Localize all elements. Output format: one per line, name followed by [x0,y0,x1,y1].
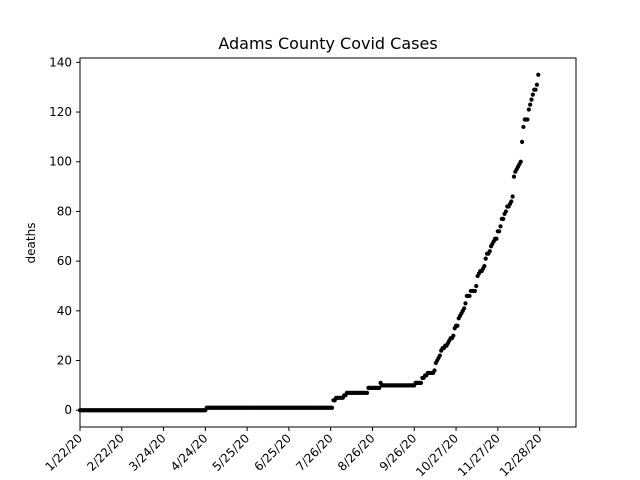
data-point [482,264,487,269]
scatter-points [77,72,541,413]
y-tick-label: 0 [64,403,72,417]
data-point [494,236,499,241]
data-point [536,72,541,77]
data-point [497,229,502,234]
data-point [519,139,525,144]
data-point [451,333,456,338]
data-point [521,124,526,130]
data-point [455,323,460,328]
y-axis-ticks: 0 20 40 60 80 100 120 140 [49,55,80,417]
y-tick-label: 40 [57,304,72,318]
data-point [530,92,535,97]
data-point [534,82,540,87]
data-point [329,405,335,410]
data-point [510,194,515,199]
data-point [503,209,509,214]
y-tick-label: 140 [49,55,72,69]
y-axis-label: deaths [24,223,38,264]
data-point [364,390,370,395]
data-point [432,368,437,373]
chart-title: Adams County Covid Cases [218,34,437,53]
data-point [501,216,506,221]
data-point [518,159,523,164]
data-point [529,97,534,102]
data-point [437,353,442,358]
y-tick-label: 60 [57,254,72,268]
data-point [525,117,530,122]
data-point [528,102,533,107]
data-point [533,87,538,92]
data-point [467,293,472,299]
data-point [472,288,478,294]
data-point [462,306,467,311]
data-point [418,380,424,385]
data-point [498,224,503,229]
data-point [483,256,488,261]
data-point [377,385,382,390]
y-tick-label: 80 [57,204,72,218]
data-point [487,249,492,254]
data-point [526,107,531,112]
data-point [474,283,479,289]
y-tick-label: 100 [49,155,72,169]
data-point [509,199,514,204]
data-point [463,301,468,306]
plot-frame [79,57,577,428]
data-point [511,174,517,179]
y-tick-label: 120 [49,105,72,119]
y-tick-label: 20 [57,354,72,368]
